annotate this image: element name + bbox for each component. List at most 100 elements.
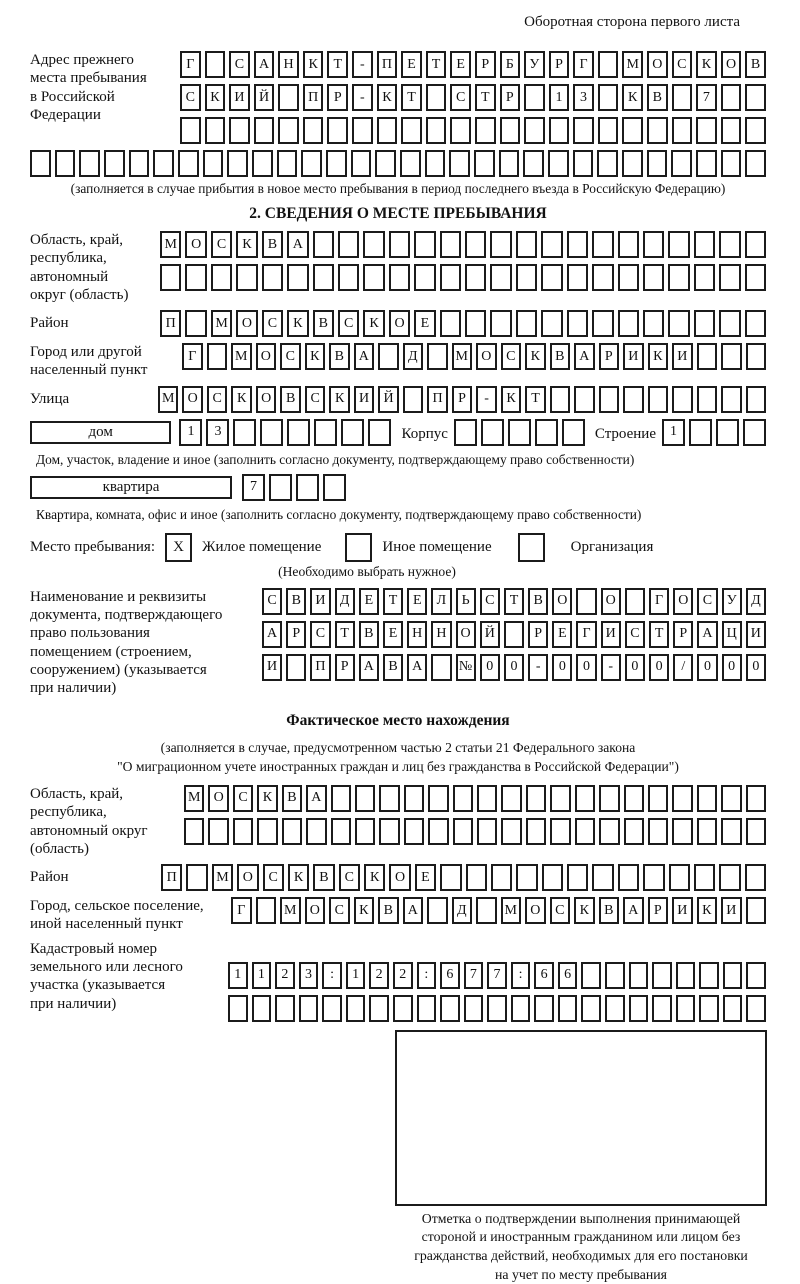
char-box[interactable] bbox=[592, 310, 614, 338]
char-box[interactable]: Й bbox=[378, 385, 399, 413]
char-box[interactable] bbox=[425, 84, 447, 111]
char-box[interactable] bbox=[490, 864, 513, 892]
char-box[interactable] bbox=[341, 418, 365, 446]
char-box[interactable]: 0 bbox=[721, 653, 742, 681]
char-box[interactable] bbox=[515, 264, 538, 291]
char-box[interactable]: : bbox=[416, 961, 437, 989]
char-box[interactable] bbox=[227, 150, 249, 177]
char-box[interactable]: Т bbox=[474, 84, 496, 111]
char-box[interactable] bbox=[487, 994, 507, 1022]
char-box[interactable] bbox=[440, 994, 460, 1022]
char-box[interactable] bbox=[550, 817, 571, 845]
char-box[interactable] bbox=[465, 310, 487, 338]
char-box[interactable] bbox=[202, 150, 224, 177]
char-box[interactable] bbox=[643, 264, 665, 291]
char-box[interactable]: К bbox=[376, 84, 398, 111]
char-box[interactable] bbox=[576, 587, 597, 615]
char-box[interactable] bbox=[689, 418, 712, 446]
char-box[interactable]: 0 bbox=[649, 653, 670, 681]
char-box[interactable]: Г bbox=[573, 51, 594, 78]
char-box[interactable] bbox=[671, 117, 693, 144]
char-box[interactable] bbox=[525, 817, 547, 845]
char-box[interactable] bbox=[566, 231, 589, 258]
char-box[interactable]: 1 bbox=[228, 961, 248, 989]
char-box[interactable] bbox=[623, 817, 645, 845]
char-box[interactable]: М bbox=[451, 343, 472, 371]
char-box[interactable]: К bbox=[302, 51, 324, 78]
char-box[interactable]: Р bbox=[334, 653, 355, 681]
char-box[interactable] bbox=[597, 117, 619, 144]
char-box[interactable]: / bbox=[673, 653, 694, 681]
char-box[interactable] bbox=[696, 117, 717, 144]
char-box[interactable]: О bbox=[720, 51, 742, 78]
char-box[interactable] bbox=[592, 864, 614, 892]
char-box[interactable]: К bbox=[204, 84, 226, 111]
char-box[interactable] bbox=[79, 150, 101, 177]
char-box[interactable] bbox=[617, 231, 640, 258]
char-box[interactable]: К bbox=[287, 864, 310, 892]
char-box[interactable]: К bbox=[364, 864, 386, 892]
char-box[interactable] bbox=[548, 150, 569, 177]
char-box[interactable] bbox=[574, 784, 596, 812]
char-box[interactable]: А bbox=[287, 231, 309, 258]
char-box[interactable] bbox=[228, 994, 248, 1022]
char-box[interactable]: О bbox=[552, 587, 573, 615]
char-box[interactable]: 6 bbox=[557, 961, 578, 989]
char-box[interactable] bbox=[392, 994, 413, 1022]
char-box[interactable] bbox=[643, 864, 665, 892]
char-box[interactable] bbox=[567, 864, 589, 892]
char-box[interactable]: М bbox=[211, 864, 234, 892]
char-box[interactable] bbox=[236, 264, 258, 291]
char-box[interactable] bbox=[330, 817, 351, 845]
char-box[interactable] bbox=[746, 994, 766, 1022]
char-box[interactable] bbox=[515, 310, 538, 338]
char-box[interactable] bbox=[440, 864, 462, 892]
char-box[interactable]: И bbox=[600, 620, 621, 648]
char-box[interactable] bbox=[379, 817, 400, 845]
char-box[interactable]: Ь bbox=[455, 587, 476, 615]
char-box[interactable] bbox=[278, 84, 299, 111]
char-box[interactable]: М bbox=[622, 51, 643, 78]
char-box[interactable]: С bbox=[310, 620, 331, 648]
char-box[interactable] bbox=[548, 117, 570, 144]
char-box[interactable] bbox=[369, 994, 389, 1022]
char-box[interactable]: М bbox=[280, 897, 301, 925]
char-box[interactable] bbox=[363, 264, 385, 291]
char-box[interactable] bbox=[337, 231, 360, 258]
checkbox-residential[interactable]: X bbox=[165, 532, 192, 562]
char-box[interactable]: В bbox=[378, 897, 399, 925]
char-box[interactable] bbox=[298, 994, 319, 1022]
char-box[interactable] bbox=[476, 897, 497, 925]
char-box[interactable] bbox=[30, 150, 51, 177]
char-box[interactable]: Р bbox=[528, 620, 549, 648]
char-box[interactable] bbox=[696, 784, 718, 812]
char-box[interactable]: 3 bbox=[206, 418, 230, 446]
char-box[interactable] bbox=[312, 264, 334, 291]
char-box[interactable]: С bbox=[206, 385, 228, 413]
checkbox-other-premises[interactable] bbox=[345, 532, 373, 562]
char-box[interactable]: 1 bbox=[179, 418, 203, 446]
char-box[interactable]: В bbox=[280, 385, 301, 413]
char-box[interactable] bbox=[287, 418, 311, 446]
char-box[interactable]: 0 bbox=[479, 653, 500, 681]
char-box[interactable] bbox=[745, 817, 767, 845]
char-box[interactable] bbox=[550, 784, 571, 812]
char-box[interactable] bbox=[286, 653, 307, 681]
char-box[interactable] bbox=[716, 418, 739, 446]
char-box[interactable] bbox=[376, 117, 398, 144]
char-box[interactable] bbox=[260, 418, 284, 446]
char-box[interactable]: Т bbox=[327, 51, 349, 78]
char-box[interactable]: И bbox=[229, 84, 250, 111]
char-box[interactable]: К bbox=[647, 343, 668, 371]
char-box[interactable]: № bbox=[455, 653, 476, 681]
char-box[interactable] bbox=[153, 150, 175, 177]
apartment-box[interactable]: квартира bbox=[30, 475, 232, 499]
char-box[interactable]: К bbox=[574, 897, 595, 925]
char-box[interactable] bbox=[327, 117, 349, 144]
char-box[interactable] bbox=[416, 994, 437, 1022]
char-box[interactable]: И bbox=[672, 343, 693, 371]
char-box[interactable]: 0 bbox=[552, 653, 573, 681]
char-box[interactable] bbox=[337, 264, 360, 291]
char-box[interactable] bbox=[646, 117, 668, 144]
char-box[interactable]: И bbox=[623, 343, 644, 371]
